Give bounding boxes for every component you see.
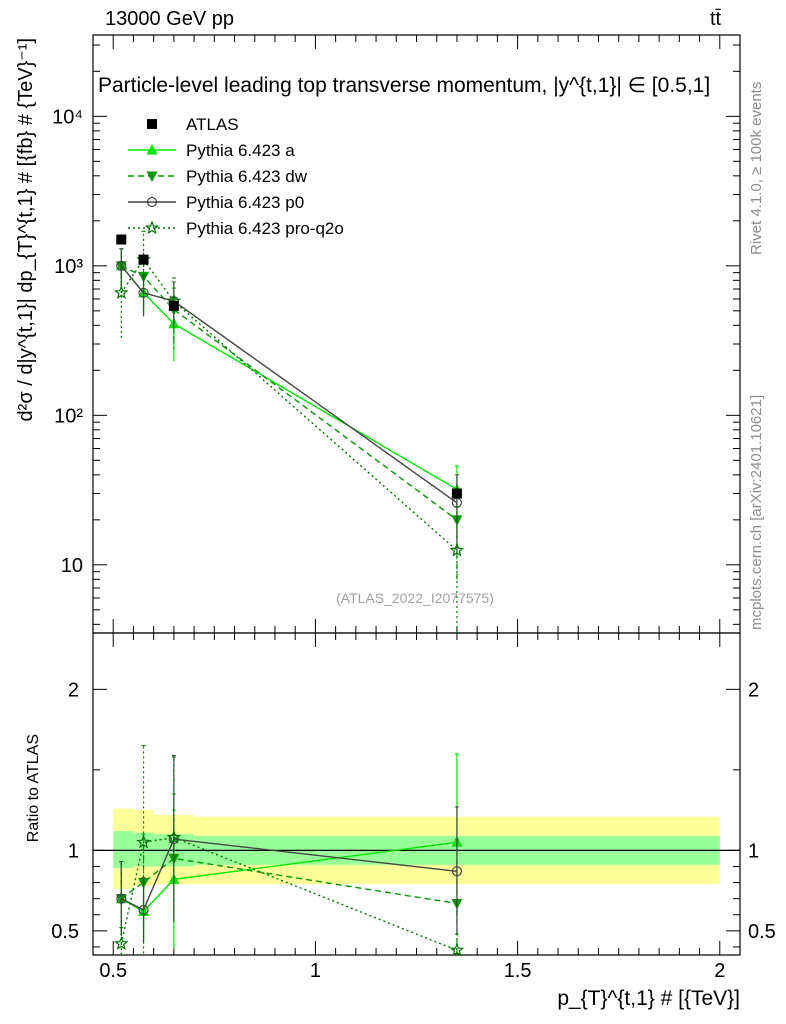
legend-label-2: Pythia 6.423 p0 [186,193,304,212]
ttbar-label: tt̄ [710,8,722,30]
series-3-point-ratio-shape [449,942,465,957]
series-2-line-top [120,265,458,504]
legend-marker-0-shape [146,144,158,155]
y-axis-label-ratio: Ratio to ATLAS [25,734,42,842]
series-3-point-ratio [136,834,151,849]
y-tick-label-ratio-right: 2 [748,679,759,701]
y-axis-label-top: d²σ / d|y^{t,1}| dp_{T}^{t,1} # [{fb} # … [15,38,37,421]
atlas-point [168,300,179,311]
y-tick-label-top: 10² [54,405,83,427]
series-2-point-ratio [116,893,127,904]
x-tick-label: 2 [714,960,725,982]
legend-label-1: Pythia 6.423 dw [186,167,308,186]
series-3-point-top-shape [114,285,129,299]
x-tick-label: 1.5 [504,960,532,982]
legend-marker-3-shape [144,220,160,235]
series-3-point-ratio [166,829,182,844]
legend-marker-0 [146,144,158,155]
series-1-line-top [120,265,458,521]
legend-marker-2-shape [146,196,158,208]
atlas-point-shape [451,488,462,499]
x-tick-label: 0.5 [99,960,127,982]
analysis-id: (ATLAS_2022_I2077575) [336,590,494,606]
y-tick-label-ratio-left: 0.5 [51,921,79,943]
atlas-point-shape [138,254,149,265]
atlas-point [451,488,462,499]
y-tick-label-ratio-left: 1 [68,840,79,862]
y-tick-label-top: 10⁴ [52,106,83,128]
x-tick-label: 1 [310,960,321,982]
series-2-point-ratio-shape [138,904,149,916]
series-3-point-top [449,542,465,557]
y-tick-label-ratio-left: 2 [68,679,79,701]
series-3-point-ratio [449,942,465,957]
atlas-point-shape [116,234,127,245]
atlas-point-shape [168,300,179,311]
legend-label-3: Pythia 6.423 pro-q2o [186,219,344,238]
series-2-point-ratio-shape [116,893,127,904]
series-2-point-ratio [138,904,149,916]
legend-label-0: Pythia 6.423 a [186,141,295,160]
atlas-point [116,234,127,245]
ratio-band-inner [113,831,134,869]
series-3-point-ratio-shape [136,834,151,849]
series-2-point-top [138,287,149,298]
legend-atlas-marker-shape [147,119,157,129]
series-2-point-top-shape [116,260,127,271]
legend-marker-3 [144,220,160,235]
y-tick-label-ratio-right: 1 [748,840,759,862]
series-3-point-top-shape [449,542,465,557]
series-2-point-top-shape [138,287,149,298]
series-3-line-ratio [120,836,458,951]
series-3-line-top [120,258,458,551]
series-2-point-top [116,260,127,271]
chart-title: Particle-level leading top transverse mo… [98,74,710,97]
series-3-point-ratio-shape [114,936,129,950]
y-tick-label-ratio-right: 0.5 [748,921,776,943]
process-label: 13000 GeV pp [105,8,234,30]
y-tick-label-top: 10³ [54,256,83,278]
series-0-line-ratio [120,841,457,913]
series-3-point-top [114,285,129,299]
series-2-point-ratio [451,866,463,877]
series-2-line-ratio [120,838,457,911]
series-2-point-ratio-shape [451,866,463,877]
ratio-plot-frame [92,632,741,956]
legend-label-atlas: ATLAS [186,115,239,134]
legend-atlas-marker [147,119,157,129]
series-3-point-ratio [114,936,129,950]
legend-marker-2 [146,196,158,208]
legend-marker-1 [146,171,158,182]
atlas-point [138,254,149,265]
series-1-line-ratio [120,857,458,905]
legend-marker-1-shape [146,171,158,182]
y-tick-label-top: 10 [61,555,83,577]
x-axis-label: p_{T}^{t,1} # [{TeV}] [557,987,740,1010]
series-3-point-ratio-shape [166,829,182,844]
